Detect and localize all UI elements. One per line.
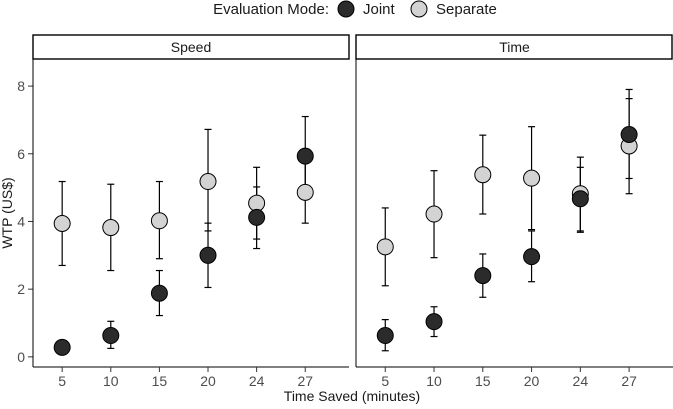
data-point-joint [571,190,589,208]
x-tick-label: 5 [381,373,389,389]
x-tick-label: 5 [58,373,66,389]
legend: Evaluation Mode: Joint Separate [213,0,497,18]
data-point-separate [523,169,541,187]
facet-title: Speed [171,39,211,55]
legend-label-separate: Separate [436,1,497,18]
y-tick-label: 6 [17,146,25,162]
data-point-joint [474,267,492,285]
y-tick-label: 2 [17,281,25,297]
y-axis: 0 2 4 6 8 WTP (US$) [0,78,33,365]
data-point-joint [53,338,71,356]
data-point-joint [150,284,168,302]
data-point-joint [296,147,314,165]
x-tick-label: 27 [621,373,637,389]
data-point-joint [102,327,120,345]
panel-speed: Speed 5 10 15 20 24 27 [32,34,350,389]
facet-title: Time [499,39,530,55]
panel-time: Time 5 10 15 20 24 27 [355,34,673,389]
data-point-separate [376,238,394,256]
facet-strip [32,34,350,60]
data-point-joint [425,313,443,331]
data-point-separate [296,183,314,201]
data-point-separate [53,214,71,232]
data-point-joint [199,246,217,264]
data-point-separate [474,166,492,184]
legend-label-joint: Joint [363,1,396,18]
data-point-joint [523,248,541,266]
y-axis-label: WTP (US$) [0,177,15,248]
y-tick-label: 0 [17,349,25,365]
data-point-joint [376,327,394,345]
data-point-separate [248,194,266,212]
x-tick-label: 15 [475,373,491,389]
x-tick-label: 20 [200,373,216,389]
x-tick-label: 10 [103,373,119,389]
legend-title: Evaluation Mode: [213,1,329,18]
facet-strip [355,34,673,60]
x-tick-label: 24 [573,373,589,389]
y-tick-label: 4 [17,213,25,229]
x-tick-label: 24 [249,373,265,389]
x-tick-label: 10 [426,373,442,389]
data-point-separate [199,173,217,191]
x-axis-label: Time Saved (minutes) [284,388,420,404]
data-point-separate [150,212,168,230]
legend-marker-joint [337,0,355,18]
data-point-separate [425,205,443,223]
x-tick-label: 15 [152,373,168,389]
x-tick-label: 27 [297,373,313,389]
x-tick-label: 20 [524,373,540,389]
data-point-joint [248,208,266,226]
data-point-separate [102,219,120,237]
data-point-joint [620,125,638,143]
legend-marker-separate [410,0,428,18]
y-tick-label: 8 [17,78,25,94]
